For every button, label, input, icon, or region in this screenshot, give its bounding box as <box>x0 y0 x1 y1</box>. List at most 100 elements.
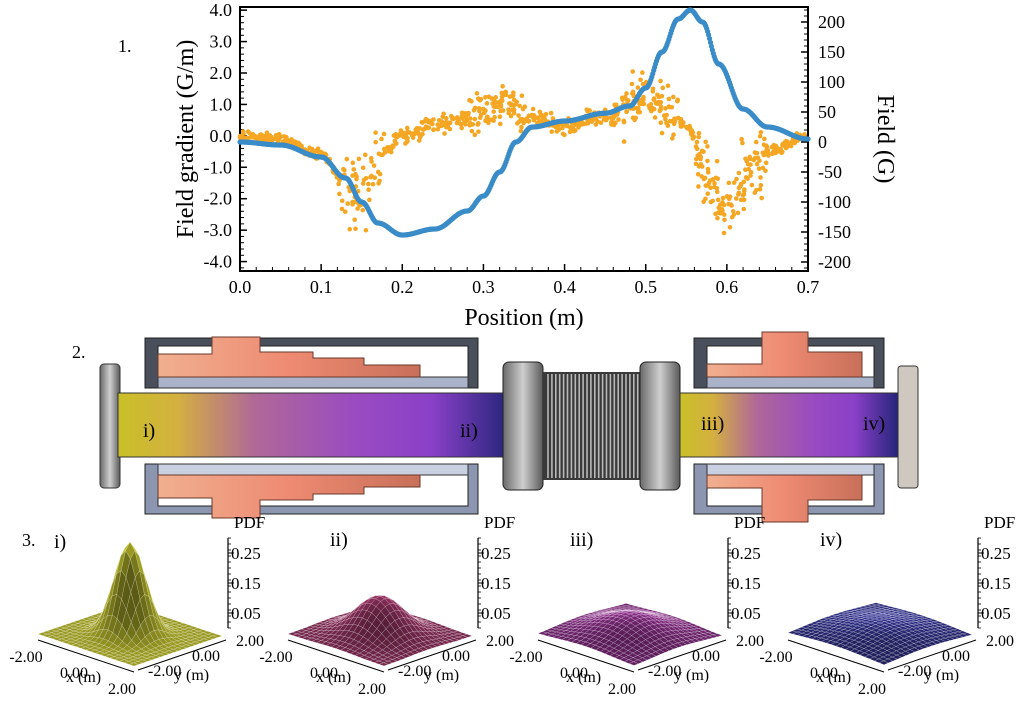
gradient-point <box>560 131 566 137</box>
gradient-point <box>471 107 477 113</box>
gradient-point <box>469 98 474 104</box>
gradient-point <box>370 181 376 187</box>
gradient-point <box>560 125 565 131</box>
gradient-point <box>721 230 727 236</box>
gradient-point <box>741 206 747 212</box>
gradient-point <box>375 169 381 175</box>
gradient-point <box>707 178 713 183</box>
pdf-surface-facet <box>957 633 969 638</box>
pdf-surface-facet <box>628 661 640 666</box>
field-curve <box>237 7 811 238</box>
gradient-point <box>524 116 529 121</box>
x-tick-label: 2.00 <box>358 681 386 698</box>
y-left-tick-label: 3.0 <box>210 32 233 52</box>
gradient-point <box>754 161 760 167</box>
gradient-point <box>537 109 543 115</box>
x-axis-label: Position (m) <box>464 305 583 331</box>
x-tick-label: 0.00 <box>810 665 838 682</box>
gradient-point <box>773 143 779 149</box>
gradient-point <box>362 152 368 158</box>
y-right-tick-label: 100 <box>818 72 845 92</box>
gradient-point <box>740 140 745 146</box>
y-right-tick-label: 200 <box>818 12 845 32</box>
gradient-point <box>344 156 350 162</box>
gradient-point <box>405 129 410 134</box>
gradient-point <box>752 190 758 195</box>
lower-liner-left <box>157 463 469 476</box>
gradient-point <box>457 121 463 127</box>
gradient-point <box>757 133 763 139</box>
gradient-point <box>621 119 627 125</box>
x-tick-label: 0.2 <box>391 277 414 297</box>
gradient-point <box>360 207 366 213</box>
x-tick-label: 0.7 <box>797 277 820 297</box>
gradient-point <box>492 114 497 120</box>
upper-coil-right <box>706 331 863 378</box>
gradient-point <box>459 110 465 116</box>
gradient-point <box>243 135 249 141</box>
gradient-point <box>511 110 517 116</box>
y-tick-label: 2.00 <box>986 633 1014 650</box>
gradient-point <box>484 117 489 123</box>
y-tick-label: 0.00 <box>942 648 970 665</box>
z-tick-label: 0.25 <box>981 544 1011 563</box>
gradient-point <box>593 122 599 127</box>
z-tick-label: 0.05 <box>231 604 261 623</box>
y-tick-label: 2.00 <box>736 633 764 650</box>
gradient-point <box>420 131 425 137</box>
y-right-tick-label: -50 <box>818 162 842 182</box>
gradient-point <box>698 161 704 167</box>
gradient-point <box>283 137 289 143</box>
pdf-surface-facet <box>154 653 166 658</box>
gradient-point <box>721 212 727 217</box>
gradient-point <box>760 165 766 171</box>
gradient-point <box>571 128 577 134</box>
pdf-plot-title: ii) <box>330 529 348 551</box>
x-axis-label: x (m) <box>316 669 351 686</box>
gradient-point <box>784 139 790 144</box>
gradient-point <box>499 90 505 96</box>
gradient-point <box>671 121 677 127</box>
gradient-point <box>366 187 371 192</box>
pdf-surface-facet <box>882 658 894 664</box>
gradient-point <box>416 131 422 137</box>
pdf-surface-facet <box>426 643 438 649</box>
gradient-point <box>472 132 478 138</box>
gradient-point <box>714 189 720 195</box>
gradient-point <box>517 103 522 109</box>
gradient-point <box>703 196 708 202</box>
y-left-tick-label: 0.0 <box>210 126 233 146</box>
gradient-point <box>447 126 453 132</box>
location-iii-label: iii) <box>701 413 724 435</box>
gradient-point <box>622 94 628 100</box>
gradient-point <box>355 206 360 211</box>
gradient-point <box>465 112 471 117</box>
gradient-point <box>253 135 258 140</box>
gradient-point <box>731 180 737 185</box>
gradient-point <box>715 176 721 181</box>
gradient-point <box>699 148 705 154</box>
gradient-point <box>518 128 524 134</box>
gradient-point <box>739 136 744 142</box>
gradient-point <box>442 131 447 136</box>
gradient-point <box>381 131 387 137</box>
gradient-point <box>694 139 700 145</box>
gradient-point <box>353 226 358 232</box>
gradient-point <box>459 115 464 121</box>
field-chart: 0.0 0.1 0.2 0.3 0.4 0.5 0.6 0.7 4.0 3.0 2.0 1.0 0.0… <box>173 0 898 331</box>
gradient-point <box>659 130 665 136</box>
gradient-point <box>630 69 636 74</box>
gradient-point <box>564 122 570 128</box>
pdf-surface-facet <box>431 642 442 647</box>
y-tick-label: -2.00 <box>398 663 431 680</box>
y-tick-label: -2.00 <box>648 663 681 680</box>
gradient-point <box>727 224 733 230</box>
bellows <box>543 372 640 480</box>
gradient-point <box>639 101 644 107</box>
gradient-point <box>500 83 505 89</box>
gradient-point <box>745 176 750 181</box>
gradient-point <box>567 129 573 135</box>
gradient-point <box>369 173 374 179</box>
gradient-point <box>469 128 475 134</box>
y-axis-label: y (m) <box>674 667 709 684</box>
